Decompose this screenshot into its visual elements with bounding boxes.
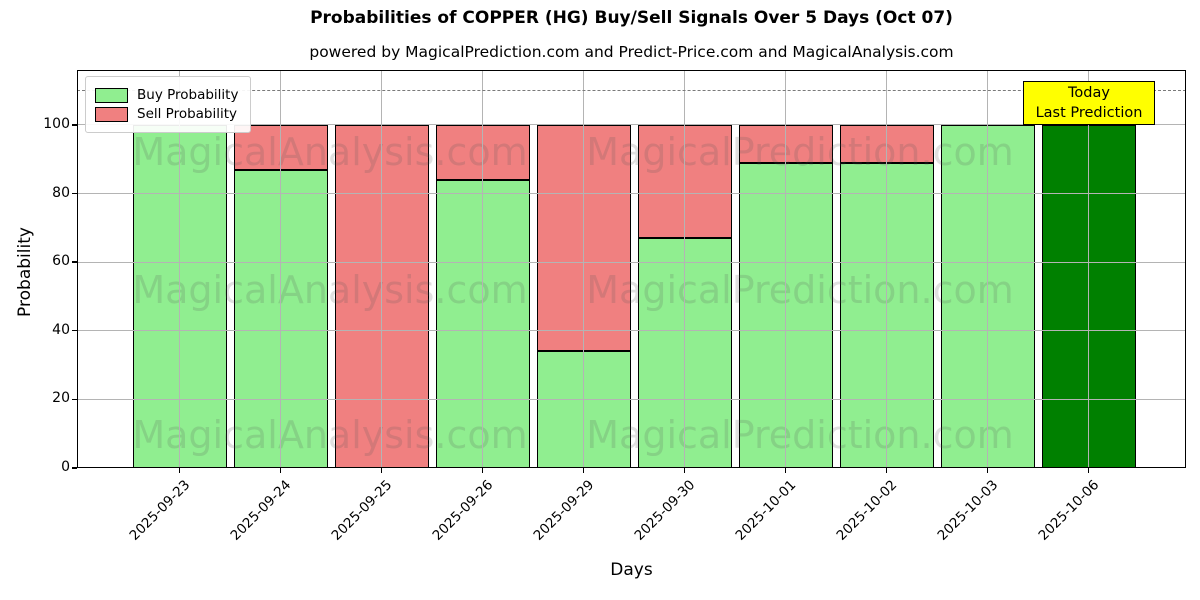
chart-subtitle: powered by MagicalPrediction.com and Pre…	[309, 43, 954, 61]
legend-swatch-sell	[95, 106, 128, 122]
gridline-horizontal	[77, 330, 1186, 332]
today-annotation-line2: Last Prediction	[1035, 105, 1143, 121]
x-tick-mark	[885, 468, 888, 473]
gridline-vertical	[482, 70, 483, 468]
y-tick-label: 100	[43, 115, 70, 132]
gridline-vertical	[886, 70, 887, 468]
x-tick-label: 2025-09-23	[126, 477, 193, 544]
x-tick-mark	[582, 468, 585, 473]
x-tick-mark	[784, 468, 787, 473]
x-tick-mark	[279, 468, 282, 473]
x-tick-mark	[986, 468, 989, 473]
gridline-vertical	[381, 70, 382, 468]
gridline-vertical	[1088, 70, 1089, 468]
x-tick-label: 2025-09-30	[631, 477, 698, 544]
x-tick-label: 2025-09-29	[530, 477, 597, 544]
x-tick-label: 2025-09-25	[328, 477, 395, 544]
y-tick-mark	[72, 124, 77, 126]
gridline-vertical	[280, 70, 281, 468]
y-tick-mark	[72, 398, 77, 401]
today-annotation: Today Last Prediction	[1023, 81, 1155, 125]
y-tick-label: 20	[52, 390, 70, 407]
legend-swatch-buy	[95, 87, 128, 103]
gridline-horizontal	[77, 124, 1186, 126]
x-tick-label: 2025-09-26	[429, 477, 496, 544]
today-annotation-line1: Today	[1068, 85, 1110, 101]
y-tick-label: 80	[52, 184, 70, 201]
x-tick-mark	[683, 468, 686, 473]
x-tick-label: 2025-10-01	[732, 477, 799, 544]
gridline-vertical	[179, 70, 180, 468]
x-tick-label: 2025-10-03	[934, 477, 1001, 544]
legend: Buy Probability Sell Probability	[85, 76, 252, 133]
dashed-threshold-line	[77, 89, 1186, 91]
x-tick-label: 2025-10-06	[1035, 477, 1102, 544]
y-tick-label: 40	[52, 321, 70, 338]
x-tick-mark	[380, 468, 383, 473]
legend-item-buy: Buy Probability	[95, 87, 238, 103]
x-tick-mark	[1087, 468, 1090, 473]
legend-label-buy: Buy Probability	[137, 87, 239, 103]
y-tick-mark	[72, 467, 77, 469]
gridline-horizontal	[77, 193, 1186, 195]
gridline-vertical	[684, 70, 685, 468]
legend-item-sell: Sell Probability	[95, 106, 238, 122]
y-tick-mark	[72, 330, 77, 332]
gridline-vertical	[583, 70, 584, 468]
gridline-vertical	[785, 70, 786, 468]
gridline-vertical	[987, 70, 988, 468]
y-tick-label: 0	[61, 459, 70, 475]
x-tick-label: 2025-10-02	[833, 477, 900, 544]
y-tick-mark	[72, 192, 77, 195]
gridline-horizontal	[77, 398, 1186, 400]
y-tick-mark	[72, 261, 77, 263]
chart-title: Probabilities of COPPER (HG) Buy/Sell Si…	[310, 8, 953, 28]
y-tick-label: 60	[52, 253, 70, 270]
gridline-horizontal	[77, 261, 1186, 263]
x-tick-mark	[178, 468, 181, 473]
x-tick-mark	[481, 468, 484, 473]
legend-label-sell: Sell Probability	[137, 106, 238, 122]
x-axis-label: Days	[610, 560, 653, 580]
x-tick-label: 2025-09-24	[227, 477, 294, 544]
